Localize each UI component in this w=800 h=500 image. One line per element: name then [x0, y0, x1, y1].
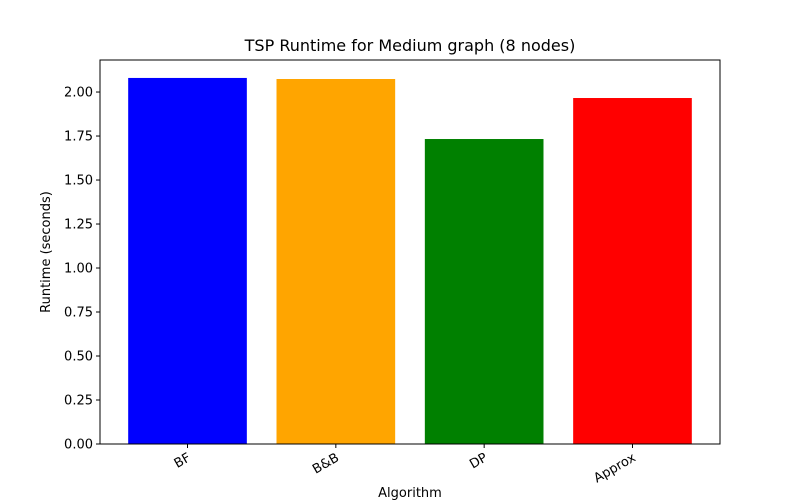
plot-frame — [99, 59, 721, 445]
x-tick-label: DP — [467, 450, 490, 472]
y-tick-label: 2.00 — [64, 86, 93, 101]
y-tick-label: 1.25 — [64, 218, 93, 233]
chart-title: TSP Runtime for Medium graph (8 nodes) — [244, 36, 576, 55]
bar — [573, 98, 692, 445]
y-tick-label: 0.25 — [64, 394, 93, 409]
y-tick-label: 0.00 — [64, 438, 93, 453]
y-tick-label: 1.50 — [64, 174, 93, 189]
bar — [424, 139, 544, 445]
y-tick-label: 0.75 — [64, 306, 93, 321]
y-tick-label: 1.00 — [64, 262, 93, 277]
x-tick-label: Approx — [591, 450, 638, 486]
bar — [276, 79, 396, 445]
x-axis-label: Algorithm — [378, 486, 442, 500]
y-axis-label: Runtime (seconds) — [39, 191, 54, 313]
y-tick-label: 0.50 — [64, 350, 93, 365]
x-tick-label: BF — [172, 450, 194, 471]
x-tick-label: B&B — [310, 450, 342, 477]
bar — [128, 77, 247, 444]
y-tick-label: 1.75 — [64, 130, 93, 145]
